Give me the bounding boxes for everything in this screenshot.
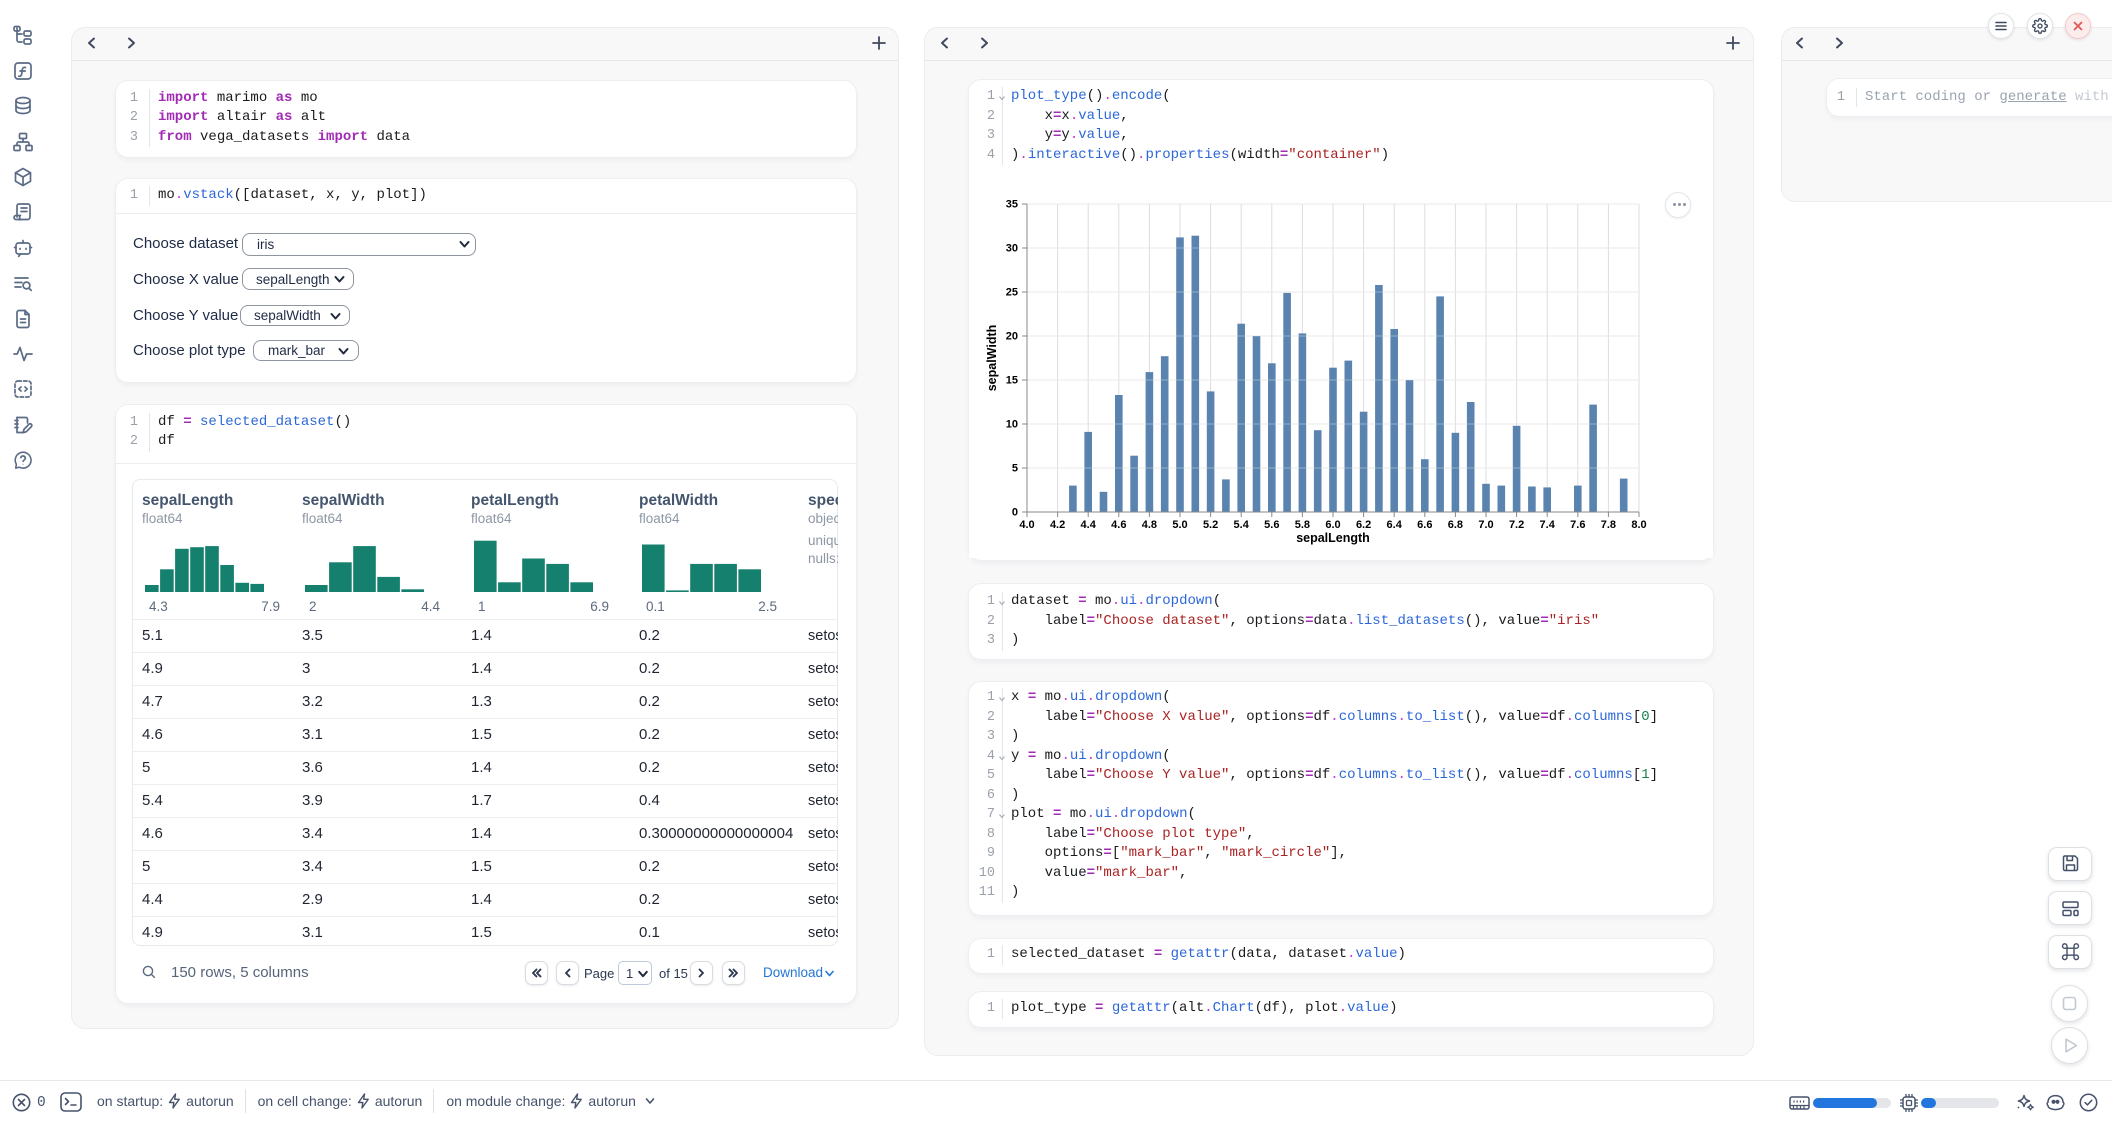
svg-text:6.6: 6.6 bbox=[1417, 519, 1432, 531]
svg-text:25: 25 bbox=[1006, 287, 1018, 299]
svg-text:5: 5 bbox=[1012, 463, 1018, 475]
svg-text:6.8: 6.8 bbox=[1448, 519, 1463, 531]
svg-text:5.8: 5.8 bbox=[1295, 519, 1310, 531]
svg-text:4.4: 4.4 bbox=[1081, 519, 1097, 531]
svg-text:sepalLength: sepalLength bbox=[1296, 531, 1370, 545]
svg-text:35: 35 bbox=[1006, 199, 1018, 211]
svg-text:7.8: 7.8 bbox=[1601, 519, 1616, 531]
svg-text:5.6: 5.6 bbox=[1264, 519, 1279, 531]
svg-text:5.2: 5.2 bbox=[1203, 519, 1218, 531]
svg-text:4.8: 4.8 bbox=[1142, 519, 1157, 531]
svg-text:6.2: 6.2 bbox=[1356, 519, 1371, 531]
svg-text:sepalWidth: sepalWidth bbox=[985, 325, 999, 392]
svg-text:7.4: 7.4 bbox=[1540, 519, 1556, 531]
svg-text:15: 15 bbox=[1006, 375, 1018, 387]
svg-text:4.6: 4.6 bbox=[1111, 519, 1126, 531]
svg-text:6.0: 6.0 bbox=[1325, 519, 1340, 531]
svg-text:20: 20 bbox=[1006, 331, 1018, 343]
svg-text:7.6: 7.6 bbox=[1570, 519, 1585, 531]
svg-text:8.0: 8.0 bbox=[1631, 519, 1646, 531]
svg-text:10: 10 bbox=[1006, 419, 1018, 431]
svg-text:7.2: 7.2 bbox=[1509, 519, 1524, 531]
svg-text:5.4: 5.4 bbox=[1234, 519, 1250, 531]
svg-text:5.0: 5.0 bbox=[1172, 519, 1187, 531]
svg-text:30: 30 bbox=[1006, 243, 1018, 255]
svg-text:0: 0 bbox=[1012, 507, 1018, 519]
svg-text:6.4: 6.4 bbox=[1387, 519, 1403, 531]
svg-text:4.0: 4.0 bbox=[1019, 519, 1034, 531]
svg-text:7.0: 7.0 bbox=[1478, 519, 1493, 531]
svg-text:4.2: 4.2 bbox=[1050, 519, 1065, 531]
